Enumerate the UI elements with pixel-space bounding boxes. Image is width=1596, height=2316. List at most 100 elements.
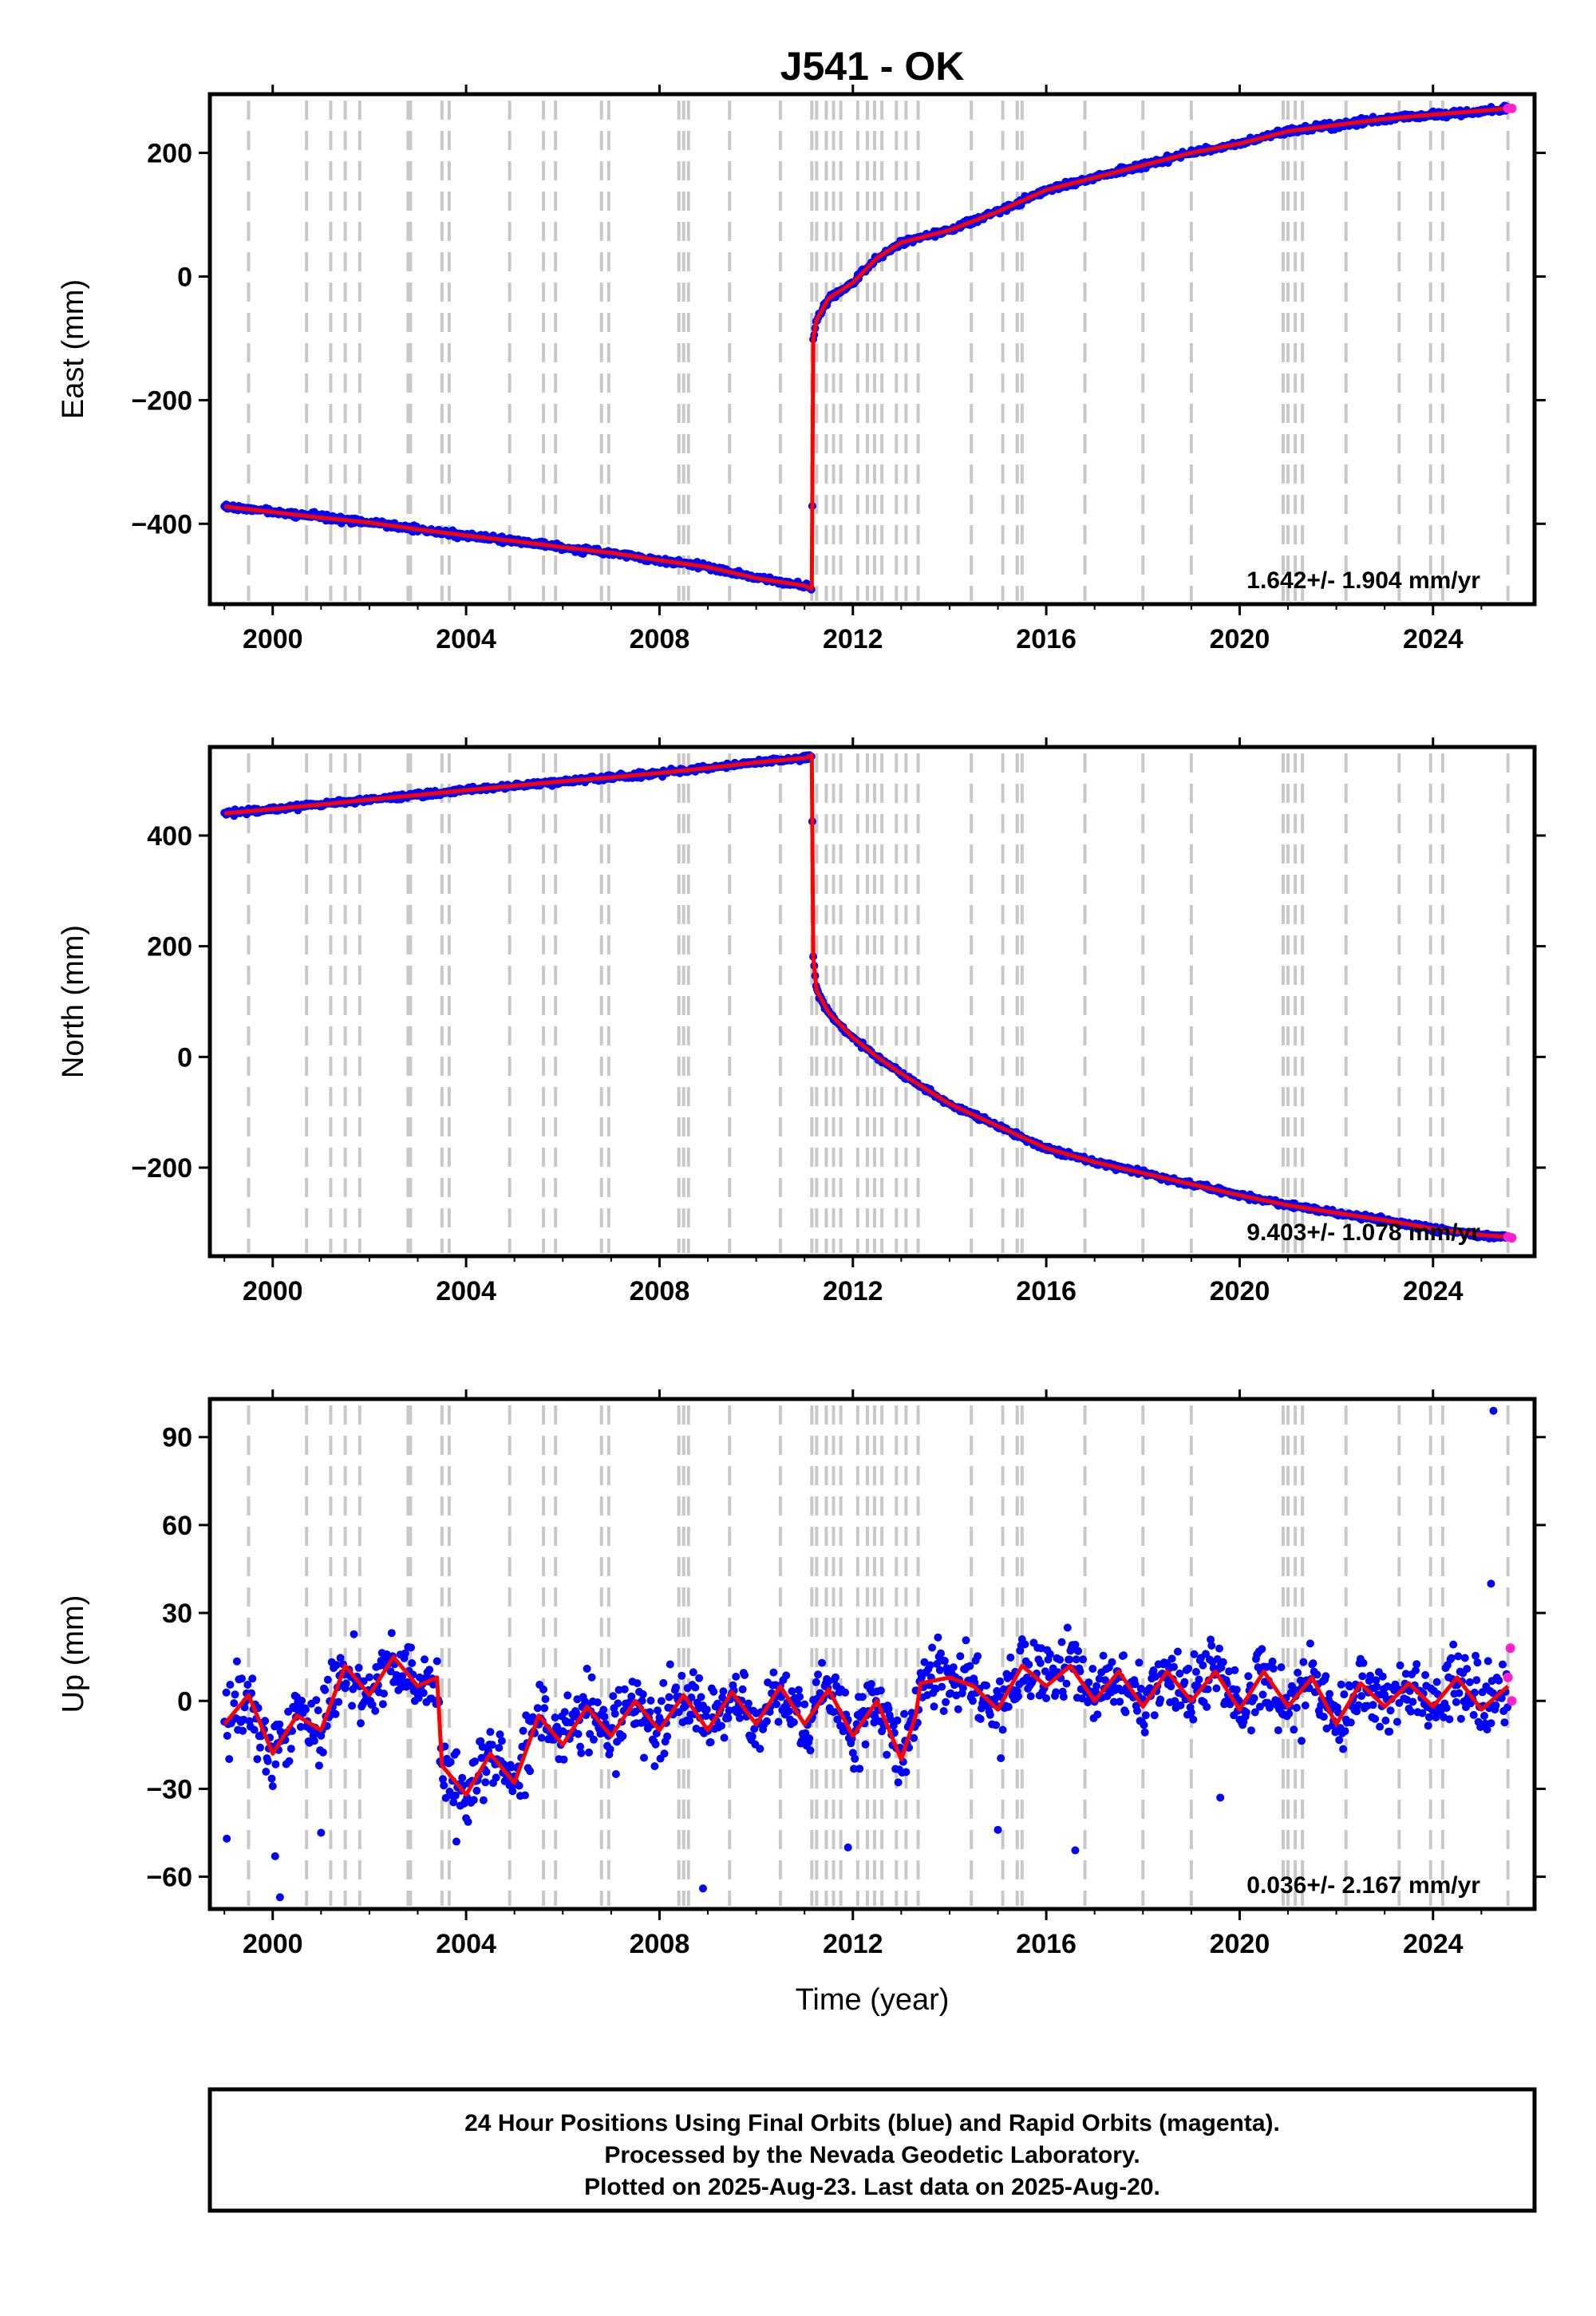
final-orbit-point — [1156, 1695, 1165, 1704]
final-orbit-point — [1187, 1708, 1195, 1717]
plot-area — [220, 751, 1517, 1243]
final-orbit-point — [646, 1696, 655, 1705]
final-orbit-point — [1109, 1697, 1118, 1706]
final-orbit-point — [1133, 1706, 1141, 1715]
final-orbit-point — [999, 1685, 1008, 1694]
x-tick-label: 2020 — [1210, 624, 1270, 654]
final-orbit-point — [657, 1697, 666, 1705]
final-orbit-point — [314, 1706, 322, 1715]
y-tick-label: 60 — [162, 1511, 192, 1541]
final-orbit-point — [386, 1667, 395, 1676]
final-orbit-point — [1306, 1639, 1314, 1648]
final-orbit-point — [371, 1706, 380, 1715]
final-orbit-point — [794, 1686, 803, 1694]
final-orbit-point — [368, 1701, 377, 1709]
final-orbit-point — [533, 1704, 542, 1713]
final-orbit-point — [651, 1740, 660, 1749]
final-orbit-point — [1341, 1727, 1349, 1736]
final-orbit-point — [933, 1660, 942, 1668]
final-orbit-point — [1121, 1708, 1130, 1717]
final-orbit-point — [748, 1732, 757, 1741]
final-orbit-point — [812, 1678, 820, 1686]
final-orbit-point — [788, 1687, 796, 1696]
final-orbit-point — [253, 1755, 262, 1764]
final-orbit-point — [689, 1668, 697, 1677]
plot-area — [220, 1406, 1517, 1902]
final-orbit-point — [1084, 1678, 1093, 1687]
outlier-point — [843, 1843, 852, 1852]
final-orbit-point — [1357, 1692, 1366, 1701]
rapid-orbit-point — [1507, 1233, 1517, 1243]
final-orbit-point — [672, 1683, 680, 1692]
final-orbit-point — [782, 1671, 791, 1680]
final-orbit-point — [640, 1753, 648, 1762]
final-orbit-point — [706, 1738, 715, 1746]
final-orbit-point — [263, 1757, 272, 1765]
final-orbit-point — [1140, 1728, 1149, 1737]
caption-line-1: 24 Hour Positions Using Final Orbits (bl… — [464, 2110, 1280, 2136]
final-orbit-point — [1072, 1655, 1080, 1664]
final-orbit-point — [1421, 1670, 1430, 1679]
final-orbit-point — [867, 1680, 875, 1688]
final-orbit-point — [1131, 1680, 1140, 1689]
final-orbit-point — [687, 1694, 696, 1701]
final-orbit-point — [302, 1705, 310, 1713]
final-orbit-point — [421, 1655, 429, 1664]
final-orbit-point — [231, 1690, 239, 1699]
final-orbit-point — [893, 1716, 902, 1725]
final-orbit-point — [380, 1690, 389, 1698]
x-tick-label: 2008 — [630, 1276, 690, 1306]
y-tick-label: −60 — [146, 1863, 192, 1893]
final-orbit-point — [1207, 1642, 1216, 1650]
final-orbit-point — [1231, 1666, 1239, 1674]
final-orbit-point — [1093, 1710, 1102, 1719]
final-orbit-point — [1290, 1725, 1298, 1734]
final-orbit-point — [1442, 1704, 1451, 1713]
panel-2: 2000 2004 2008 2012 2016 2020 2024 −200 0 200 400 N… — [57, 737, 1546, 1306]
y-axis-label: Up (mm) — [57, 1595, 90, 1713]
final-orbit-point — [1268, 1657, 1277, 1666]
final-orbit-point — [560, 1708, 569, 1717]
final-orbit-point — [1378, 1672, 1387, 1681]
y-tick-label: −200 — [131, 1153, 192, 1184]
outlier-point — [1216, 1793, 1225, 1802]
y-tick-label: 200 — [147, 139, 192, 169]
final-orbit-point — [599, 1705, 608, 1714]
final-orbit-point — [1170, 1662, 1178, 1671]
x-tick-label: 2012 — [823, 624, 883, 654]
final-orbit-point — [401, 1649, 409, 1658]
final-orbit-point — [332, 1661, 341, 1670]
final-orbit-point — [610, 1709, 619, 1718]
final-orbit-point — [567, 1718, 575, 1727]
final-orbit-point — [1503, 1703, 1512, 1712]
final-orbit-point — [1258, 1690, 1267, 1699]
final-orbit-point — [1141, 1711, 1150, 1720]
final-orbit-point — [312, 1696, 321, 1705]
final-orbit-point — [232, 1657, 241, 1666]
x-tick-label: 2012 — [823, 1929, 883, 1959]
final-orbit-point — [331, 1709, 340, 1718]
final-orbit-point — [1325, 1690, 1334, 1698]
outlier-point — [1487, 1579, 1495, 1588]
y-tick-label: −200 — [131, 385, 192, 416]
final-orbit-point — [1052, 1688, 1061, 1697]
final-orbit-point — [1369, 1701, 1377, 1709]
final-orbit-point — [1445, 1715, 1454, 1724]
final-orbit-point — [583, 1664, 591, 1673]
final-orbit-point — [1376, 1722, 1385, 1731]
final-orbit-point — [262, 1768, 271, 1776]
final-orbit-point — [741, 1670, 749, 1679]
final-orbit-point — [1424, 1721, 1432, 1730]
x-tick-label: 2000 — [243, 1276, 303, 1306]
final-orbit-point — [1036, 1658, 1045, 1667]
final-orbit-point — [1366, 1671, 1374, 1680]
model-fit-line — [223, 106, 1508, 591]
final-orbit-point — [1472, 1651, 1480, 1660]
final-orbit-point — [1212, 1684, 1221, 1693]
final-orbit-point — [910, 1733, 918, 1742]
final-orbit-point — [268, 1782, 277, 1791]
final-orbit-point — [883, 1750, 891, 1759]
final-orbit-point — [1298, 1737, 1306, 1745]
final-orbit-point — [992, 1721, 1001, 1729]
